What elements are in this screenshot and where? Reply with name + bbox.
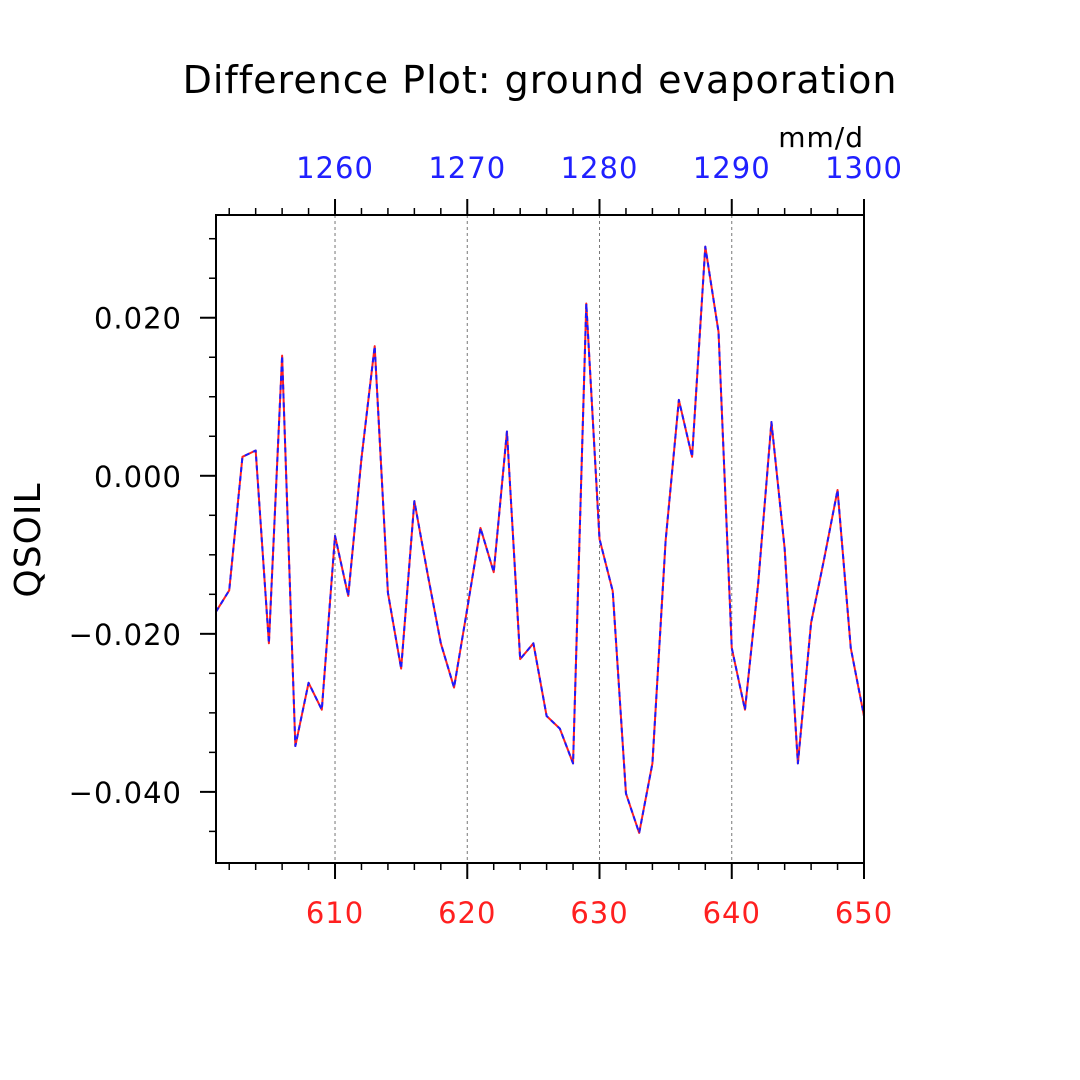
top-x-tick-label: 1270 xyxy=(428,151,506,185)
y-tick-label: 0.020 xyxy=(94,302,182,336)
series-line-dashed xyxy=(215,245,865,834)
bottom-x-tick-label: 620 xyxy=(438,896,496,930)
plot-frame xyxy=(215,214,865,864)
y-tick-label: −0.020 xyxy=(69,618,182,652)
y-tick-label: 0.000 xyxy=(94,460,182,494)
y-tick-label: −0.040 xyxy=(69,776,182,810)
bottom-x-tick-label: 630 xyxy=(570,896,628,930)
units-label: mm/d xyxy=(778,121,864,154)
chart-title: Difference Plot: ground evaporation xyxy=(183,58,898,102)
series-lines xyxy=(215,245,865,834)
top-x-tick-label: 1300 xyxy=(825,151,903,185)
bottom-x-tick-label: 610 xyxy=(306,896,364,930)
bottom-x-tick-label: 650 xyxy=(835,896,893,930)
major-ticks xyxy=(200,199,865,879)
top-x-tick-label: 1280 xyxy=(561,151,639,185)
top-x-tick-labels: 1260 1270 1280 1290 1300 xyxy=(296,151,903,185)
y-tick-labels: −0.040 −0.020 0.000 0.020 xyxy=(69,302,182,810)
top-x-tick-label: 1290 xyxy=(693,151,771,185)
top-x-tick-label: 1260 xyxy=(296,151,374,185)
bottom-x-tick-label: 640 xyxy=(703,896,761,930)
bottom-x-tick-labels: 610 620 630 640 650 xyxy=(306,896,893,930)
y-axis-label: QSOIL xyxy=(8,482,49,597)
